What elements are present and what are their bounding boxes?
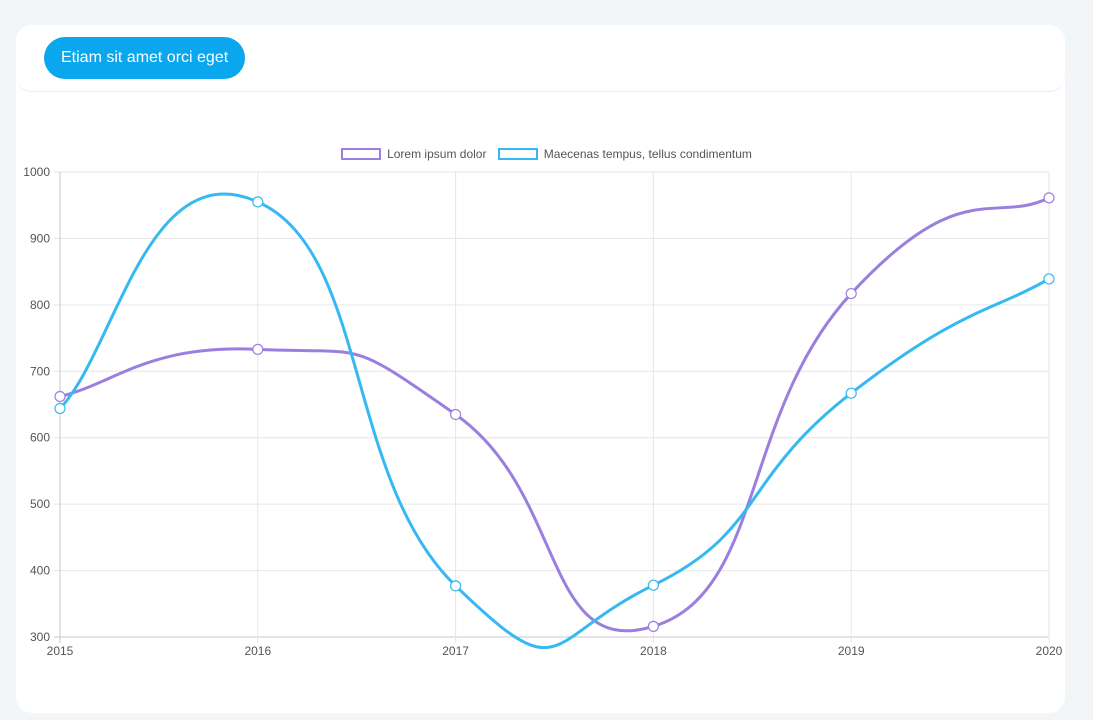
legend-label-series-2: Maecenas tempus, tellus condimentum xyxy=(543,147,752,161)
legend-label-series-1: Lorem ipsum dolor xyxy=(387,147,487,161)
data-point-series-2 xyxy=(845,387,857,399)
data-point-series-2 xyxy=(1043,273,1055,285)
y-tick-label: 600 xyxy=(30,431,50,445)
x-tick-label: 2019 xyxy=(838,644,865,658)
data-point-series-1 xyxy=(845,287,857,300)
y-tick-label: 800 xyxy=(30,298,50,312)
action-button[interactable]: Etiam sit amet orci eget xyxy=(44,37,246,79)
card-header: Etiam sit amet orci eget xyxy=(16,25,1065,92)
data-point-series-2 xyxy=(647,579,660,591)
data-point-series-2 xyxy=(252,196,264,208)
x-tick-label: 2017 xyxy=(442,644,469,658)
chart-card: Etiam sit amet orci eget xyxy=(16,25,1065,713)
data-point-series-2 xyxy=(450,580,462,592)
legend-item-series-1[interactable]: Lorem ipsum dolor xyxy=(341,147,486,161)
y-tick-label: 400 xyxy=(30,564,50,578)
x-tick-label: 2020 xyxy=(1036,644,1063,658)
data-point-series-1 xyxy=(450,408,462,421)
y-tick-label: 1000 xyxy=(23,165,50,179)
data-point-series-1 xyxy=(54,390,66,403)
chart-legend: Lorem ipsum dolor Maecenas tempus, tellu… xyxy=(0,147,1093,163)
series-line-1 xyxy=(59,196,1050,633)
data-point-series-1 xyxy=(252,343,264,355)
y-tick-label: 500 xyxy=(30,497,50,511)
legend-swatch-series-1 xyxy=(341,148,382,160)
legend-item-series-2[interactable]: Maecenas tempus, tellus condimentum xyxy=(497,147,752,161)
series-line-2 xyxy=(58,192,1050,650)
x-tick-label: 2018 xyxy=(640,644,667,658)
data-point-series-2 xyxy=(54,402,66,415)
x-tick-label: 2016 xyxy=(244,644,271,658)
legend-swatch-series-2 xyxy=(497,148,538,160)
y-tick-label: 900 xyxy=(30,231,50,245)
data-point-series-1 xyxy=(647,620,660,632)
y-tick-label: 300 xyxy=(30,630,50,644)
x-tick-label: 2015 xyxy=(47,644,74,658)
data-point-series-1 xyxy=(1043,192,1055,204)
y-tick-label: 700 xyxy=(30,364,50,378)
